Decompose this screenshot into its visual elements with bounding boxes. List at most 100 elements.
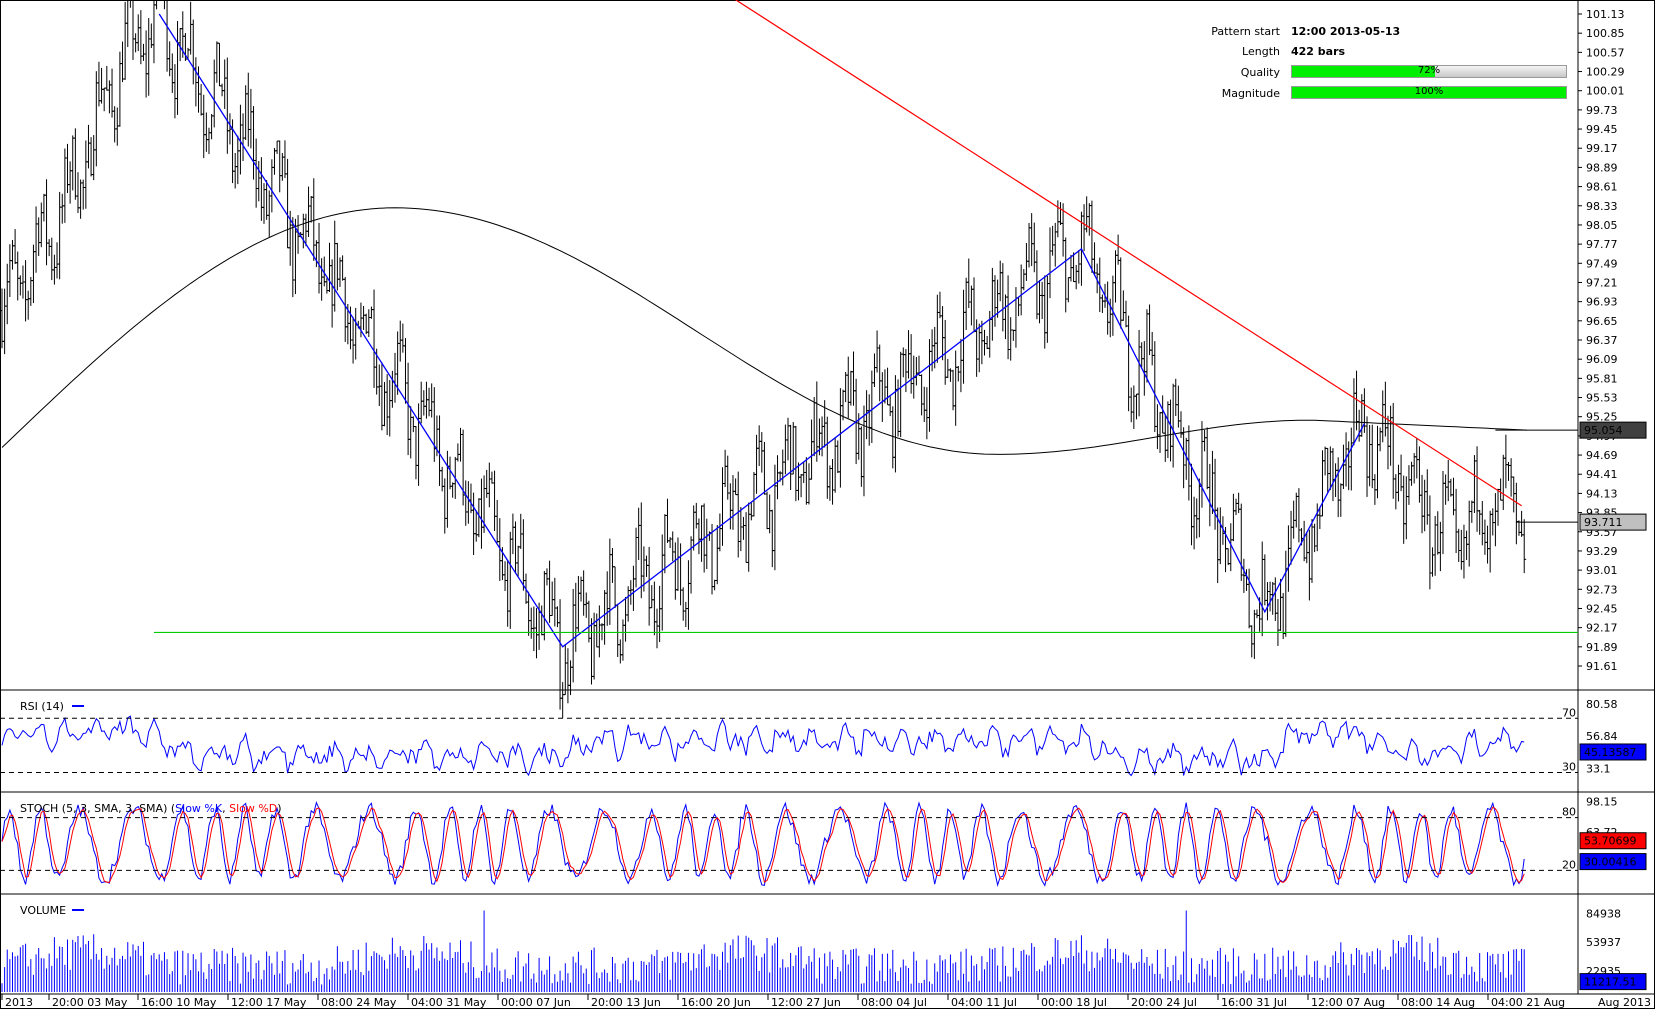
price-tick-label: 99.45 bbox=[1586, 123, 1618, 136]
time-tick-label: 04:00 11 Jul bbox=[951, 996, 1017, 1009]
time-tick-label: 20:00 13 Jun bbox=[591, 996, 661, 1009]
stoch-d-value-label-box bbox=[1579, 832, 1647, 850]
length-value: 422 bars bbox=[1291, 45, 1346, 58]
moving-average-line bbox=[1, 207, 1527, 455]
volume-title: VOLUME bbox=[20, 904, 66, 917]
price-tick-label: 95.81 bbox=[1586, 372, 1618, 385]
pattern-start-value: 12:00 2013-05-13 bbox=[1291, 25, 1401, 38]
stoch-level-label: 20 bbox=[1562, 858, 1576, 871]
stoch-k-value-label: 30.00416 bbox=[1584, 856, 1637, 869]
price-tick-label: 96.93 bbox=[1586, 296, 1618, 309]
volume-tick-label: 53937 bbox=[1586, 936, 1621, 949]
time-axis: 2013 20:00 03 May 16:00 10 May 12:00 17 May… bbox=[1, 994, 1651, 1009]
time-tick-label: 20:00 03 May bbox=[52, 996, 128, 1009]
price-tick-label: 97.77 bbox=[1586, 238, 1618, 251]
time-tick-label: 00:00 07 Jun bbox=[501, 996, 571, 1009]
stoch-d-line bbox=[1, 806, 1525, 884]
price-tick-label: 100.57 bbox=[1586, 46, 1625, 59]
volume-value-label-box bbox=[1579, 973, 1647, 991]
rsi-level-label: 70 bbox=[1562, 706, 1576, 719]
pattern-start-label: Pattern start bbox=[1211, 25, 1280, 38]
stoch-title: STOCH (5, 3, SMA, 3, SMA) (Slow %K, Slow… bbox=[20, 802, 282, 815]
volume-value-label: 11217.51 bbox=[1584, 976, 1637, 989]
price-tick-label: 100.85 bbox=[1586, 27, 1625, 40]
quality-value: 72% bbox=[1417, 65, 1441, 76]
quality-bar: 72% bbox=[1291, 65, 1567, 78]
rsi-tick-label: 56.84 bbox=[1586, 730, 1618, 743]
price-axis: 101.13 100.85 100.57 100.29 100.01 99.73 99.45… bbox=[1495, 8, 1647, 673]
price-tick-label: 94.41 bbox=[1586, 468, 1618, 481]
price-tick-label: 96.65 bbox=[1586, 315, 1618, 328]
time-tick-label: 08:00 24 May bbox=[321, 996, 397, 1009]
stoch-k-line bbox=[1, 801, 1525, 887]
time-tick-label: 16:00 10 May bbox=[141, 996, 217, 1009]
price-tick-label: 93.01 bbox=[1586, 564, 1618, 577]
price-tick-label: 100.01 bbox=[1586, 85, 1625, 98]
length-label: Length bbox=[1242, 45, 1280, 58]
time-tick-label: 16:00 20 Jun bbox=[681, 996, 751, 1009]
stoch-k-value-label-box bbox=[1579, 853, 1647, 871]
resistance-line bbox=[734, 0, 1522, 507]
rsi-tick-label: 80.58 bbox=[1586, 698, 1618, 711]
magnitude-bar: 100% bbox=[1291, 86, 1567, 99]
magnitude-bar-fill bbox=[1292, 87, 1566, 98]
price-tick-label: 98.33 bbox=[1586, 200, 1618, 213]
price-tick-label: 98.89 bbox=[1586, 161, 1618, 174]
price-panel bbox=[0, 0, 1578, 719]
stoch-level-label: 80 bbox=[1562, 806, 1576, 819]
quality-bar-fill bbox=[1292, 66, 1436, 77]
time-tick-label: 12:00 27 Jun bbox=[771, 996, 841, 1009]
price-tick-label: 98.05 bbox=[1586, 219, 1618, 232]
time-tick-label: 20:00 24 Jul bbox=[1131, 996, 1197, 1009]
price-tick-label: 97.49 bbox=[1586, 257, 1618, 270]
price-tick-label: 93.29 bbox=[1586, 545, 1618, 558]
volume-tick-label: 84938 bbox=[1586, 907, 1621, 920]
price-tick-label: 95.25 bbox=[1586, 411, 1618, 424]
magnitude-value: 100% bbox=[1414, 86, 1444, 97]
current-price-label-box bbox=[1579, 513, 1647, 531]
quality-label: Quality bbox=[1240, 66, 1280, 79]
stoch-tick-label: 98.15 bbox=[1586, 796, 1618, 809]
time-tick-label: 2013 bbox=[5, 996, 33, 1009]
ma-value-label-box bbox=[1579, 421, 1647, 439]
time-tick-label: 04:00 21 Aug bbox=[1491, 996, 1565, 1009]
pattern-zigzag bbox=[158, 13, 1365, 648]
time-tick-label: 08:00 04 Jul bbox=[861, 996, 927, 1009]
price-tick-label: 92.73 bbox=[1586, 583, 1618, 596]
rsi-line bbox=[1, 715, 1525, 777]
price-tick-label: 99.17 bbox=[1586, 142, 1618, 155]
time-tick-label: 16:00 31 Jul bbox=[1221, 996, 1287, 1009]
ma-value-label: 95.054 bbox=[1584, 424, 1623, 437]
price-tick-label: 96.09 bbox=[1586, 353, 1618, 366]
price-tick-label: 94.69 bbox=[1586, 449, 1618, 462]
price-tick-label: 92.17 bbox=[1586, 622, 1618, 635]
time-tick-label: 04:00 31 May bbox=[411, 996, 487, 1009]
magnitude-label: Magnitude bbox=[1221, 87, 1280, 100]
time-tick-label: 00:00 18 Jul bbox=[1041, 996, 1107, 1009]
axis-end-label: Aug 2013 bbox=[1598, 996, 1651, 1009]
price-tick-label: 91.61 bbox=[1586, 660, 1618, 673]
price-tick-label: 101.13 bbox=[1586, 8, 1625, 21]
rsi-level-label: 30 bbox=[1562, 760, 1576, 773]
price-tick-label: 91.89 bbox=[1586, 641, 1618, 654]
time-tick-label: 12:00 17 May bbox=[231, 996, 307, 1009]
rsi-title: RSI (14) bbox=[20, 700, 64, 713]
price-tick-label: 100.29 bbox=[1586, 66, 1625, 79]
price-tick-label: 92.45 bbox=[1586, 602, 1618, 615]
price-tick-label: 99.73 bbox=[1586, 104, 1618, 117]
price-tick-label: 98.61 bbox=[1586, 181, 1618, 194]
current-price-label: 93.711 bbox=[1584, 516, 1623, 529]
price-tick-label: 95.53 bbox=[1586, 392, 1618, 405]
rsi-tick-label: 33.1 bbox=[1586, 762, 1611, 775]
price-tick-label: 97.21 bbox=[1586, 276, 1618, 289]
time-tick-label: 12:00 07 Aug bbox=[1311, 996, 1385, 1009]
rsi-value-label-box bbox=[1579, 743, 1647, 761]
stoch-d-value-label: 53.70699 bbox=[1584, 835, 1637, 848]
time-tick-label: 08:00 14 Aug bbox=[1401, 996, 1475, 1009]
rsi-value-label: 45.13587 bbox=[1584, 746, 1637, 759]
price-tick-label: 96.37 bbox=[1586, 334, 1618, 347]
price-tick-label: 94.13 bbox=[1586, 487, 1618, 500]
